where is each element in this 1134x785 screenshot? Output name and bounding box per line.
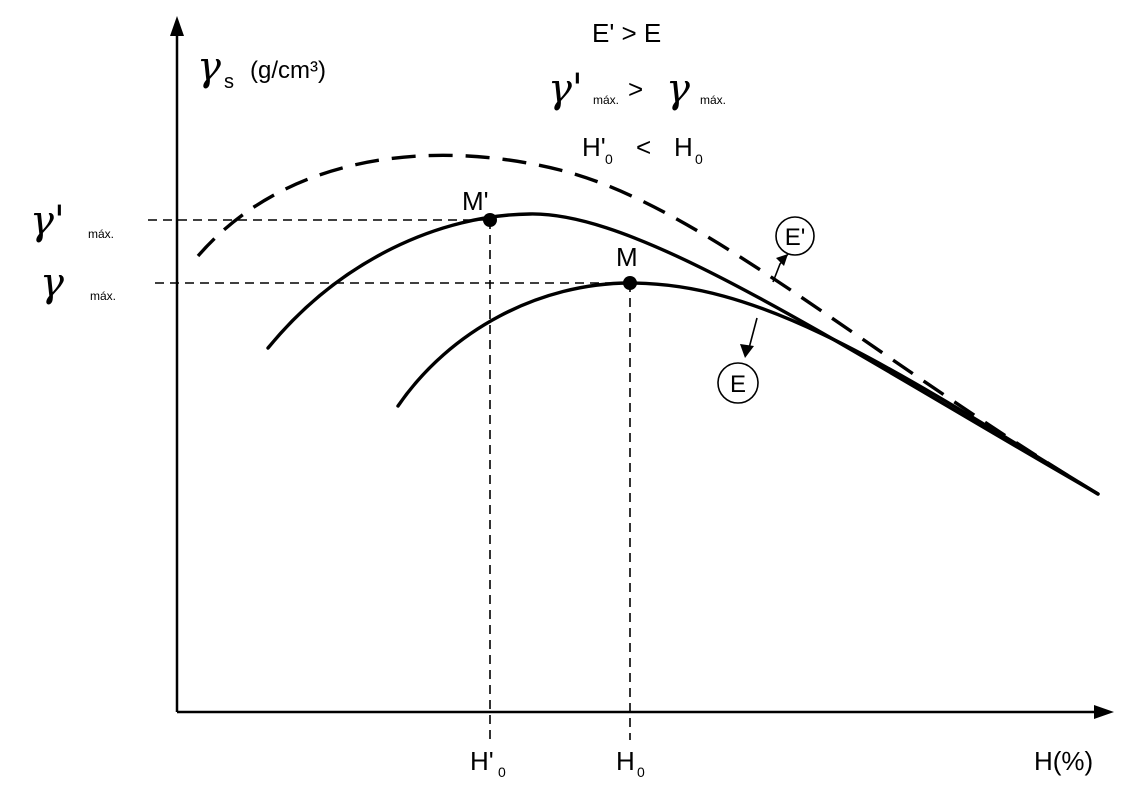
dashed-curve — [196, 153, 1099, 496]
x-axis-title: H(%) — [1034, 746, 1093, 776]
point-m-prime — [483, 213, 497, 227]
h-prime-0-base: H' — [470, 746, 494, 776]
relation-h-right-sub: 0 — [695, 151, 703, 167]
point-m-prime-label: M' — [462, 186, 489, 216]
y-tick-gamma-max: γ máx. — [40, 260, 116, 306]
relation-h-right: H — [674, 132, 693, 162]
point-m-label: M — [616, 242, 638, 272]
relation-h-op: < — [636, 132, 651, 162]
e-label: E — [730, 371, 746, 398]
relation-gamma-op: > — [628, 74, 643, 104]
curve-label-e-prime: E' — [772, 216, 815, 283]
x-axis-arrowhead — [1094, 705, 1114, 719]
relation-gamma-left: γ' — [548, 66, 583, 112]
relation-gamma-left-sub: máx. — [593, 93, 619, 107]
e-prime-label: E' — [785, 224, 806, 251]
y-axis-title: γ s (g/cm³) — [197, 44, 326, 93]
e-prime-circle — [775, 216, 815, 256]
curve-e — [396, 281, 1100, 496]
axes — [170, 16, 1114, 719]
gamma-prime-max-symbol: γ' — [30, 198, 65, 244]
y-tick-gamma-prime-max: γ' máx. — [30, 198, 114, 244]
gamma-prime-max-subscript: máx. — [88, 227, 114, 241]
y-axis-arrowhead — [170, 16, 184, 36]
relation-gamma-right-sub: máx. — [700, 93, 726, 107]
optimum-points: M' M — [462, 186, 638, 290]
relation-h-left-sub: 0 — [605, 151, 613, 167]
relation-h-left: H' — [582, 132, 606, 162]
e-leader-arrowhead — [740, 344, 754, 358]
relations-block: E' > E γ' máx. > γ máx. H' 0 < H 0 — [548, 18, 726, 167]
h-0-subscript: 0 — [637, 764, 645, 780]
curve-label-e: E — [717, 317, 759, 404]
relation-energy: E' > E — [592, 18, 661, 48]
x-tick-h-prime-0: H' 0 — [470, 746, 506, 780]
h-prime-0-subscript: 0 — [498, 764, 506, 780]
compaction-curves — [196, 153, 1100, 496]
gamma-max-symbol: γ — [40, 260, 64, 306]
e-prime-leader-arrowhead — [776, 254, 788, 266]
relation-gamma-right: γ — [666, 66, 690, 112]
curve-e-prime — [266, 212, 1100, 496]
h-0-base: H — [616, 746, 635, 776]
reference-lines — [148, 219, 631, 740]
gamma-max-subscript: máx. — [90, 289, 116, 303]
point-m — [623, 276, 637, 290]
y-axis-unit: (g/cm³) — [250, 57, 326, 84]
y-axis-subscript: s — [224, 71, 234, 93]
e-circle — [717, 362, 759, 404]
x-tick-h-0: H 0 — [616, 746, 645, 780]
y-axis-symbol: γ — [197, 44, 221, 90]
